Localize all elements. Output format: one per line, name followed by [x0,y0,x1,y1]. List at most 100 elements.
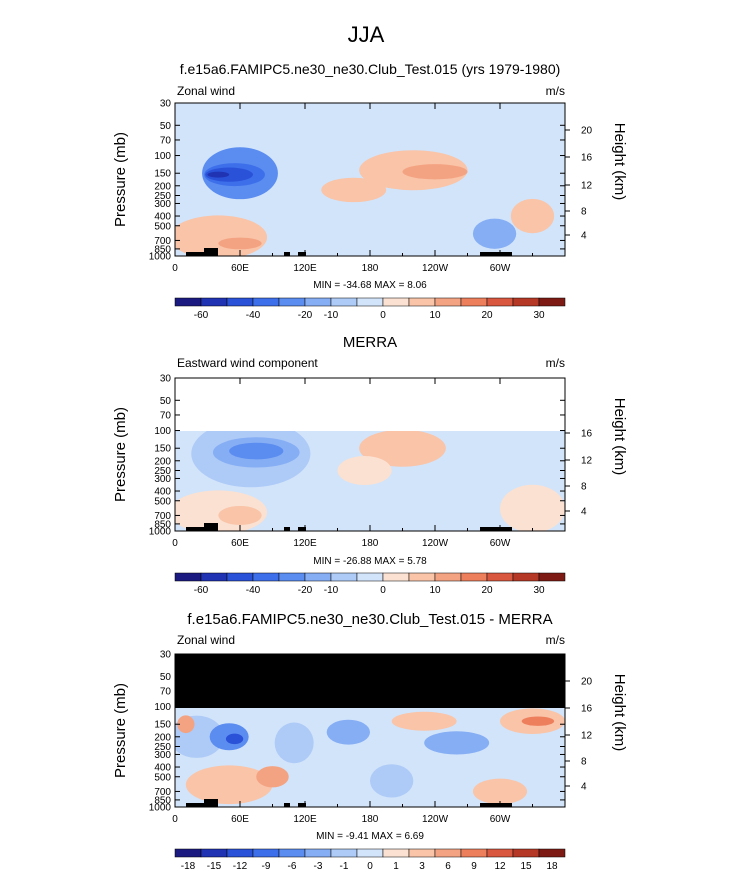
contour-region [218,505,262,525]
contour-region [185,765,273,805]
colorbar-swatch [460,297,488,307]
y2-tick-label: 16 [581,153,593,164]
y-tick-label: 250 [154,742,171,753]
colorbar-swatch [200,297,228,307]
x-tick-label: 120E [293,814,317,825]
colorbar-swatch [434,848,462,858]
colorbar-swatch [252,297,280,307]
x-tick-label: 0 [172,814,178,825]
x-tick-label: 180 [362,538,379,549]
variable-label: Zonal wind [177,633,235,647]
colorbar-label: -18 [181,861,196,871]
y-tick-label: 400 [154,212,171,223]
missing-data-region [175,654,565,708]
topography-block [284,252,290,256]
y2-tick-label: 8 [581,757,587,768]
y2-axis-title: Height (km) [611,674,628,752]
y2-axis-title: Height (km) [611,123,628,201]
colorbar-label: 9 [471,861,477,871]
contour-region [175,215,268,256]
y-tick-label: 50 [160,121,172,132]
colorbar-swatch [356,848,384,858]
topography-block [298,527,306,531]
y-tick-label: 1000 [149,252,172,263]
colorbar-label: 10 [429,310,441,321]
units-label: m/s [546,356,565,370]
contour-region [274,722,314,764]
colorbar-swatch [252,848,280,858]
contour-region [177,715,195,734]
colorbar-label: -15 [207,861,222,871]
colorbar-swatch [512,297,540,307]
colorbar-swatch [304,572,332,582]
y-tick-label: 100 [154,426,171,437]
topography-block [186,252,216,256]
y-tick-label: 70 [160,410,172,421]
contour-plot [175,654,565,807]
y-tick-label: 700 [154,787,171,798]
y-tick-label: 150 [154,444,171,455]
colorbar-label: 0 [380,310,386,321]
colorbar-swatch [330,297,358,307]
contour-region [472,218,517,249]
y2-tick-label: 16 [581,704,593,715]
contour-region [472,778,528,805]
panel-model: f.e15a6.FAMIPC5.ne30_ne30.Club_Test.015 … [112,61,628,321]
x-tick-label: 120E [293,263,317,274]
y-tick-label: 200 [154,181,171,192]
y-tick-label: 1000 [149,803,172,814]
contour-plot [175,103,565,256]
colorbar-swatch [330,848,358,858]
colorbar-swatch [408,848,436,858]
colorbar-swatch [486,848,514,858]
colorbar-label: 0 [380,585,386,596]
y-tick-label: 150 [154,720,171,731]
colorbar-swatch [304,848,332,858]
colorbar-label: 3 [419,861,425,871]
y-tick-label: 300 [154,474,171,485]
topography-block [284,803,290,807]
x-tick-label: 60E [231,814,249,825]
x-tick-label: 60E [231,538,249,549]
topography-block [186,803,216,807]
colorbar-swatch [226,297,254,307]
units-label: m/s [546,84,565,98]
colorbar-label: 10 [429,585,441,596]
colorbar-label: 20 [481,310,493,321]
y-axis-title: Pressure (mb) [112,407,129,502]
x-tick-label: 120W [422,263,449,274]
y2-tick-label: 12 [581,731,593,742]
y-tick-label: 70 [160,135,172,146]
variable-label: Zonal wind [177,84,235,98]
y-tick-label: 50 [160,672,172,683]
x-tick-label: 60W [490,263,511,274]
topography-block [480,527,512,531]
colorbar-swatch [434,297,462,307]
units-label: m/s [546,633,565,647]
colorbar-swatch [330,572,358,582]
y-tick-label: 200 [154,456,171,467]
contour-region [521,716,555,726]
colorbar-label: -3 [314,861,323,871]
panel-title: f.e15a6.FAMIPC5.ne30_ne30.Club_Test.015 … [187,611,552,628]
colorbar-label: 0 [367,861,373,871]
colorbar-label: -10 [324,310,339,321]
y-tick-label: 250 [154,191,171,202]
contour-region [256,766,289,788]
missing-data-region [175,378,565,431]
colorbar-label: -20 [298,310,313,321]
colorbar-label: 30 [533,585,545,596]
contour-region [391,711,457,731]
stats-text: MIN = -26.88 MAX = 5.78 [313,556,427,567]
y2-axis-title: Height (km) [611,398,628,476]
y-tick-label: 400 [154,763,171,774]
colorbar-label: 6 [445,861,451,871]
x-tick-label: 180 [362,814,379,825]
panel-difference: f.e15a6.FAMIPC5.ne30_ne30.Club_Test.015 … [112,611,628,871]
topography-block [298,803,306,807]
y2-tick-label: 4 [581,507,587,518]
stats-text: MIN = -34.68 MAX = 8.06 [313,280,427,291]
y-tick-label: 30 [160,99,172,110]
